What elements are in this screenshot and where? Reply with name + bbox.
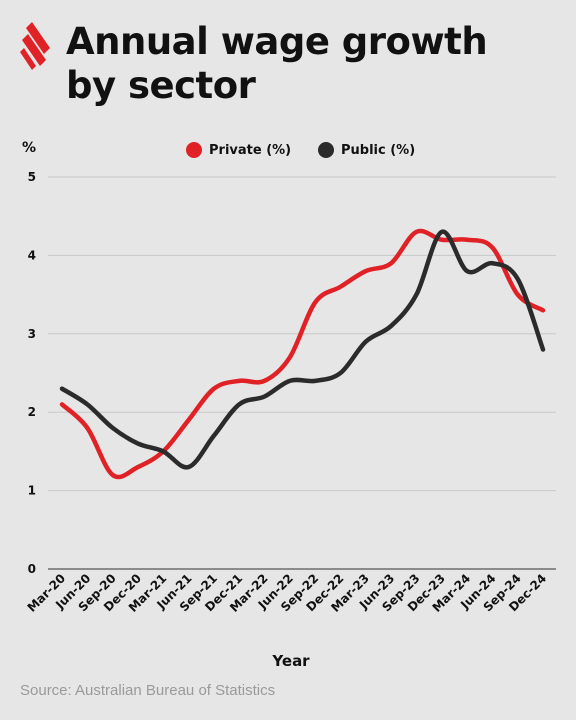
sbs-logo-icon: [20, 22, 50, 70]
series-line-public: [59, 229, 546, 470]
y-tick-label: 3: [28, 327, 36, 341]
line-chart: 0 1 2 3 4 5 Mar-20Jun-20Sep-20Dec-20Mar-21Jun…: [22, 140, 556, 670]
legend-label-public: Public (%): [341, 143, 415, 158]
y-unit-label: %: [22, 140, 36, 156]
chart-title-line-1: Annual wage growth: [66, 20, 488, 63]
series-line-private: [59, 228, 546, 480]
y-tick-label: 0: [28, 562, 36, 576]
y-tick-label: 1: [28, 484, 36, 498]
y-tick-label: 4: [28, 248, 36, 262]
legend-marker-private: [186, 142, 202, 158]
grid-lines: [48, 176, 556, 570]
chart-title: Annual wage growth by sector: [66, 20, 566, 108]
legend: Private (%) Public (%): [186, 142, 415, 158]
x-axis-title: Year: [271, 652, 310, 670]
y-tick-label: 5: [28, 170, 36, 184]
legend-label-private: Private (%): [209, 143, 291, 158]
source-note: Source: Australian Bureau of Statistics: [20, 682, 276, 699]
x-axis-ticks: Mar-20Jun-20Sep-20Dec-20Mar-21Jun-21Sep-…: [25, 571, 550, 615]
chart-title-line-2: by sector: [66, 64, 256, 107]
legend-marker-public: [318, 142, 334, 158]
series-lines: [59, 228, 546, 480]
y-axis-ticks: 0 1 2 3 4 5: [28, 170, 36, 576]
y-tick-label: 2: [28, 405, 36, 419]
